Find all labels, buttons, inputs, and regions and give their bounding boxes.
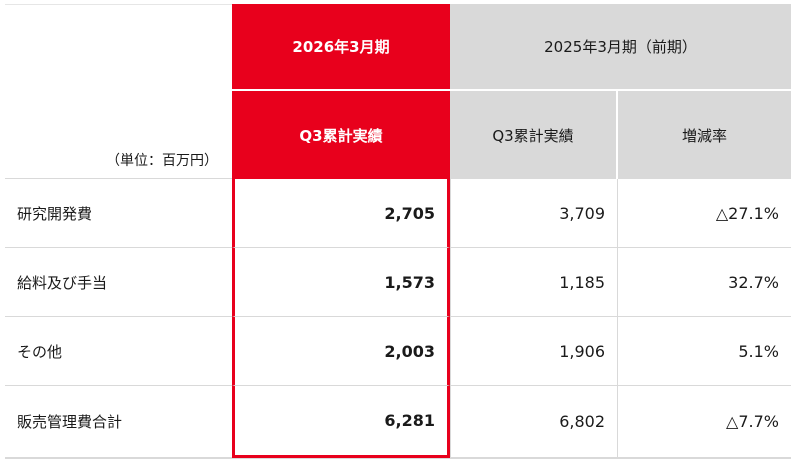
change-value: △7.7% (618, 386, 791, 458)
current-value: 2,003 (232, 317, 450, 386)
prior-value: 6,802 (450, 386, 618, 458)
row-label: 販売管理費合計 (5, 386, 232, 458)
change-value: 32.7% (618, 248, 791, 317)
prior-value: 1,906 (450, 317, 618, 386)
row-label: 研究開発費 (5, 179, 232, 248)
prior-metric-header: Q3累計実績 (450, 91, 618, 179)
change-value: 5.1% (618, 317, 791, 386)
prior-value: 3,709 (450, 179, 618, 248)
current-period-header: 2026年3月期 (232, 4, 450, 91)
expense-table: （単位：百万円） 2026年3月期 2025年3月期（前期） Q3累計実績 Q3… (5, 4, 791, 459)
current-value: 1,573 (232, 248, 450, 317)
row-label: その他 (5, 317, 232, 386)
change-rate-header: 増減率 (618, 91, 791, 179)
current-value: 2,705 (232, 179, 450, 248)
prior-period-header: 2025年3月期（前期） (450, 4, 791, 91)
row-label: 給料及び手当 (5, 248, 232, 317)
change-value: △27.1% (618, 179, 791, 248)
current-value: 6,281 (232, 386, 450, 458)
prior-value: 1,185 (450, 248, 618, 317)
current-metric-header: Q3累計実績 (232, 91, 450, 179)
unit-label: （単位：百万円） (5, 4, 232, 179)
